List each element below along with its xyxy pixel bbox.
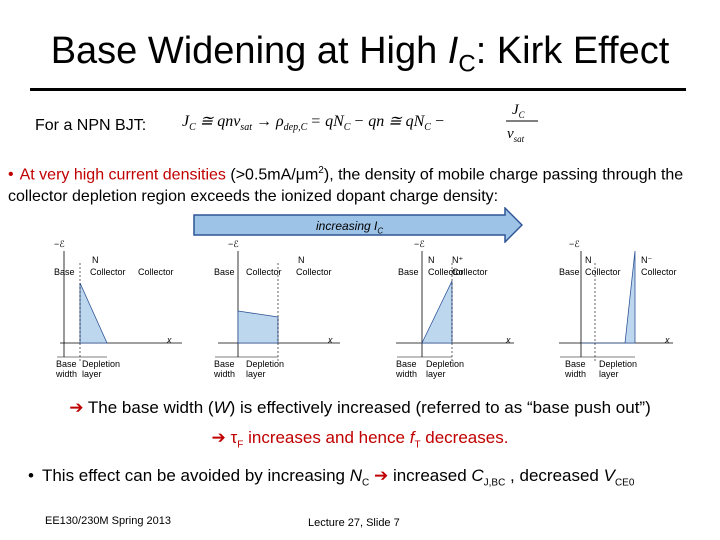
x-label: x bbox=[664, 335, 670, 345]
title-ic-sub: C bbox=[458, 50, 476, 78]
depletion-profile bbox=[79, 282, 108, 344]
bullet-text-1: (>0.5mA/ bbox=[225, 166, 296, 184]
conclusion-tau: τ bbox=[225, 428, 238, 447]
collector-label-2: Collector bbox=[641, 267, 677, 277]
bullet-v: V bbox=[603, 466, 615, 485]
n-label: N bbox=[298, 255, 305, 265]
bullet-avoid-effect: • This effect can be avoided by increasin… bbox=[28, 466, 634, 488]
conclusion-ft: f bbox=[409, 428, 415, 447]
bullet-text-3: ), the density of mobile charge passing … bbox=[8, 166, 684, 206]
title-text: Base Widening at High bbox=[50, 30, 448, 72]
bullet-arrow: ➔ bbox=[369, 466, 393, 485]
field-diagram-1: −ℰ x N Base Collector Collector Base widt… bbox=[54, 239, 182, 379]
conclusion-text-c: (referred to as “base push out”) bbox=[410, 398, 651, 417]
e-field-label: −ℰ bbox=[414, 239, 425, 249]
bullet-red-text: At very high current densities bbox=[19, 166, 226, 184]
bullet-text-c: , decreased bbox=[505, 466, 604, 485]
bullet-text-b: increased bbox=[392, 466, 472, 485]
conclusion-arrow: ➔ bbox=[211, 428, 226, 447]
n-label: N bbox=[428, 255, 435, 265]
depletion-profile bbox=[237, 310, 279, 344]
x-label: x bbox=[327, 335, 333, 345]
bullet-marker: • bbox=[8, 166, 14, 184]
conclusion-ft-sub: T bbox=[414, 439, 421, 451]
field-diagram-4: −ℰ x N N⁻ Base Collector Collector Base w… bbox=[559, 239, 677, 379]
npn-label: For a NPN BJT: bbox=[35, 117, 147, 134]
bullet-text-2: m bbox=[304, 166, 319, 184]
field-diagram-3: −ℰ x N N⁺ Base Collector Collector Base w… bbox=[395, 239, 514, 379]
nplus-label: N⁺ bbox=[452, 255, 463, 265]
conclusion-text-a: increases and hence bbox=[243, 428, 410, 447]
e-field-label: −ℰ bbox=[54, 239, 65, 249]
conclusion-base-width: ➔ The base width (W) is effectively incr… bbox=[0, 398, 720, 418]
conclusion-text-b: decreases. bbox=[420, 428, 509, 447]
base-label: Base bbox=[214, 267, 235, 277]
conclusion-w: W bbox=[213, 398, 230, 417]
base-label: Base bbox=[54, 267, 75, 277]
base-label: Base bbox=[559, 267, 580, 277]
conclusion-arrow: ➔ bbox=[69, 398, 84, 417]
base-width-label: Base width bbox=[395, 359, 417, 379]
increasing-ic-arrow bbox=[193, 207, 523, 243]
conclusion-text-a: The base width ( bbox=[83, 398, 214, 417]
collector-label-2: Collector bbox=[452, 267, 488, 277]
n-label: N bbox=[92, 255, 99, 265]
eq-frac-num: JC bbox=[512, 102, 526, 120]
bullet-marker: • bbox=[28, 466, 34, 485]
title-ic: I bbox=[447, 30, 459, 72]
conclusion-text-b: ) is effectively increased bbox=[229, 398, 411, 417]
bullet-sup: 2 bbox=[318, 165, 324, 176]
field-diagram-2: −ℰ x N Base Collector Collector Base widt… bbox=[213, 239, 340, 379]
nminus-label: N⁻ bbox=[641, 255, 652, 265]
bullet-cj-sub: J,BC bbox=[483, 477, 506, 489]
bullet-mu: μ bbox=[295, 166, 305, 184]
footer-slide-number: Lecture 27, Slide 7 bbox=[308, 517, 400, 529]
arrow-label: increasing IC bbox=[316, 219, 384, 236]
slide-title: Base Widening at High IC: Kirk Effect bbox=[0, 28, 720, 88]
depletion-label: Depletion layer bbox=[246, 359, 284, 379]
n-label: N bbox=[585, 255, 592, 265]
bullet-v-sub: CE0 bbox=[614, 477, 635, 489]
x-label: x bbox=[505, 335, 511, 345]
depletion-label: Depletion layer bbox=[426, 359, 464, 379]
depletion-label: Depletion layer bbox=[599, 359, 637, 379]
e-field-label: −ℰ bbox=[569, 239, 580, 249]
depletion-profile bbox=[581, 250, 636, 344]
title-suffix: : Kirk Effect bbox=[475, 30, 670, 72]
depletion-profile bbox=[421, 280, 453, 344]
current-density-equation: JC ≅ qnvsat → ρdep,C = qNC − qn ≅ qNC − JC vs… bbox=[182, 102, 538, 144]
footer-course: EE130/230M Spring 2013 bbox=[45, 515, 171, 527]
base-width-label: Base width bbox=[564, 359, 586, 379]
bullet-text-a: This effect can be avoided by increasing bbox=[41, 466, 350, 485]
depletion-label: Depletion layer bbox=[82, 359, 120, 379]
base-label: Base bbox=[398, 267, 419, 277]
conclusion-tau-ft: ➔ τF increases and hence fT decreases. bbox=[0, 428, 720, 450]
title-underline bbox=[30, 88, 686, 91]
x-label: x bbox=[166, 335, 172, 345]
collector-label-1: Collector bbox=[246, 267, 282, 277]
arrow-shape bbox=[193, 207, 523, 243]
collector-label-2: Collector bbox=[296, 267, 332, 277]
bullet-cj: C bbox=[471, 466, 484, 485]
e-field-label: −ℰ bbox=[228, 239, 239, 249]
collector-label-1: Collector bbox=[428, 267, 464, 277]
collector-label-1: Collector bbox=[585, 267, 621, 277]
eq-frac-den: vsat bbox=[507, 126, 525, 144]
bullet-nc: N bbox=[349, 466, 362, 485]
conclusion-tau-sub: F bbox=[237, 439, 244, 451]
base-width-label: Base width bbox=[213, 359, 235, 379]
bullet-current-density: • At very high current densities (>0.5mA/… bbox=[8, 160, 708, 208]
eq-jc: JC ≅ qnvsat → ρdep,C = qNC − qn ≅ qNC − bbox=[182, 113, 445, 133]
bullet-nc-sub: C bbox=[362, 477, 370, 489]
collector-label-2: Collector bbox=[138, 267, 174, 277]
base-width-label: Base width bbox=[55, 359, 77, 379]
collector-label-1: Collector bbox=[90, 267, 126, 277]
